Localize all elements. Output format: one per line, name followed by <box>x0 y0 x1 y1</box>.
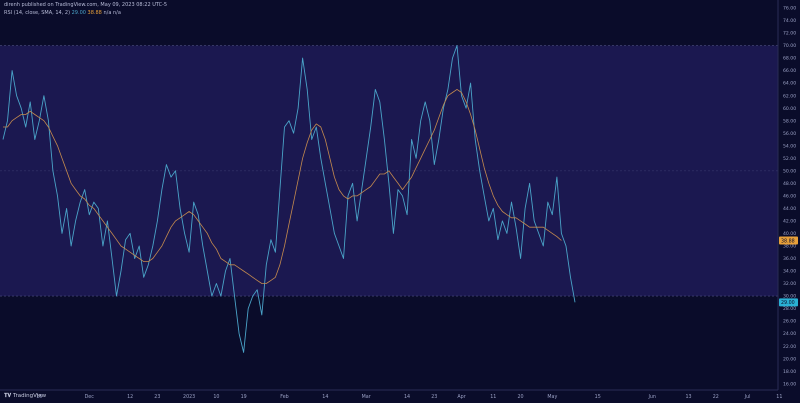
x-tick-label: 11 <box>490 394 496 400</box>
price-labels: 38.88 29.00 <box>779 236 798 307</box>
indicator-name: RSI (14, close, SMA, 14, 2) <box>4 10 71 16</box>
y-tick-label: 38.00 <box>783 244 796 250</box>
ma-value-tag: 38.88 <box>779 236 798 245</box>
x-tick-label: Mar <box>362 394 371 400</box>
series-layer <box>2 45 576 353</box>
published-line: direnh published on TradingView.com, May… <box>4 2 168 8</box>
x-tick-label: 10 <box>213 394 219 400</box>
extra-values: n/a n/a <box>103 10 121 16</box>
x-tick-label: Dec <box>85 394 95 400</box>
x-tick-label: Feb <box>280 394 289 400</box>
x-tick-label: 15 <box>595 394 601 400</box>
x-tick-label: 11 <box>776 394 782 400</box>
x-tick-label: Jun <box>647 394 656 400</box>
rsi-ma-line <box>3 89 562 284</box>
rsi-value: 29.00 <box>71 10 86 16</box>
y-tick-label: 42.00 <box>783 219 796 225</box>
rsi-value-tag: 29.00 <box>779 298 798 307</box>
y-tick-label: 60.00 <box>783 106 796 112</box>
y-tick-label: 34.00 <box>783 269 796 275</box>
y-tick-label: 52.00 <box>783 156 796 162</box>
y-tick-label: 48.00 <box>783 181 796 187</box>
ma-value: 38.88 <box>87 10 102 16</box>
y-tick-label: 24.00 <box>783 331 796 337</box>
y-tick-label: 56.00 <box>783 131 796 137</box>
y-tick-label: 76.00 <box>783 6 796 12</box>
x-tick-label: May <box>547 394 557 400</box>
y-tick-label: 32.00 <box>783 281 796 287</box>
y-tick-label: 68.00 <box>783 56 796 62</box>
x-tick-label: 23 <box>154 394 160 400</box>
y-tick-label: 46.00 <box>783 193 796 199</box>
y-tick-label: 22.00 <box>783 344 796 350</box>
x-tick-label: 14 <box>404 394 410 400</box>
y-tick-label: 74.00 <box>783 18 796 24</box>
x-tick-label: 15 <box>36 394 42 400</box>
x-tick-label: 12 <box>127 394 133 400</box>
x-tick-label: 20 <box>518 394 524 400</box>
y-tick-label: 50.00 <box>783 168 796 174</box>
y-tick-label: 18.00 <box>783 369 796 375</box>
y-tick-label: 26.00 <box>783 319 796 325</box>
x-tick-label: 2023 <box>183 394 195 400</box>
x-axis: 15 Dec 12 23 2023 10 19 Feb 14 Mar 14 23 Apr 11 20 May 1… <box>0 389 782 400</box>
tradingview-logo: 𝐓𝐕 TradingView <box>4 393 47 399</box>
tradingview-logo-text: TradingView <box>12 393 47 399</box>
y-tick-label: 40.00 <box>783 231 796 237</box>
x-tick-label: Apr <box>457 394 465 400</box>
y-tick-label: 36.00 <box>783 256 796 262</box>
x-tick-label: 23 <box>431 394 437 400</box>
x-tick-label: 13 <box>685 394 691 400</box>
indicator-legend[interactable]: RSI (14, close, SMA, 14, 2) 29.00 38.88 … <box>4 10 121 16</box>
y-tick-label: 44.00 <box>783 206 796 212</box>
x-tick-label: 19 <box>241 394 247 400</box>
x-tick-label: 22 <box>713 394 719 400</box>
y-tick-label: 16.00 <box>783 381 796 387</box>
y-tick-label: 72.00 <box>783 31 796 37</box>
y-tick-label: 64.00 <box>783 81 796 87</box>
rsi-line <box>2 45 576 353</box>
x-tick-label: 14 <box>322 394 328 400</box>
y-tick-label: 70.00 <box>783 43 796 49</box>
rsi-value-tag-bg <box>779 298 798 307</box>
y-tick-label: 66.00 <box>783 68 796 74</box>
rsi-value-tag-text: 29.00 <box>781 300 795 306</box>
y-tick-label: 58.00 <box>783 118 796 124</box>
ma-value-tag-text: 38.88 <box>781 238 795 244</box>
y-tick-label: 62.00 <box>783 93 796 99</box>
y-tick-label: 28.00 <box>783 306 796 312</box>
y-tick-label: 20.00 <box>783 356 796 362</box>
y-axis: 16.00 18.00 20.00 22.00 24.00 26.00 28.00 30.00… <box>777 0 796 390</box>
y-tick-label: 54.00 <box>783 143 796 149</box>
x-tick-label: Jul <box>744 394 751 400</box>
y-tick-label: 30.00 <box>783 294 796 300</box>
ma-value-tag-bg <box>779 236 798 245</box>
